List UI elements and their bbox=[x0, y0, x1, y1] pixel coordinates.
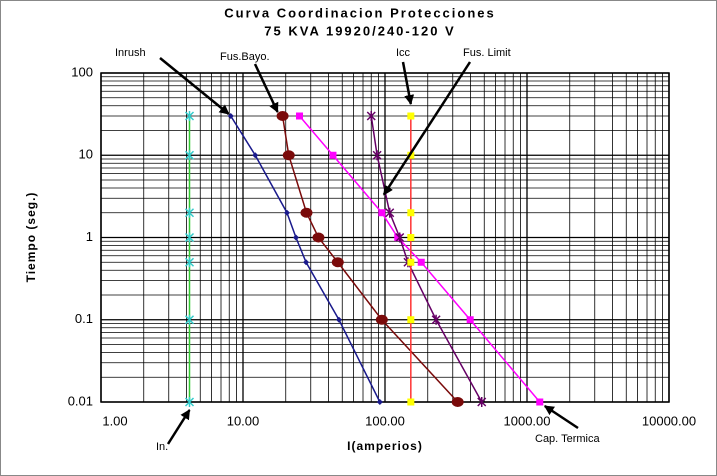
point bbox=[407, 112, 415, 120]
x-tick-label: 100.00 bbox=[365, 413, 405, 428]
point bbox=[375, 314, 388, 325]
point bbox=[276, 111, 289, 122]
annotation-arrow bbox=[159, 57, 230, 115]
chart-title: Curva Coordinacion Protecciones bbox=[224, 5, 496, 20]
point bbox=[394, 234, 402, 241]
point bbox=[407, 316, 415, 324]
plot-border bbox=[100, 72, 670, 403]
y-tick-label: 100 bbox=[71, 64, 93, 79]
point bbox=[184, 207, 195, 218]
point bbox=[385, 207, 395, 218]
point bbox=[184, 257, 195, 268]
annotation-arrow bbox=[166, 409, 191, 445]
point bbox=[376, 399, 383, 405]
point bbox=[378, 209, 386, 217]
annotation-arrow bbox=[543, 404, 579, 430]
point bbox=[331, 257, 344, 268]
point bbox=[184, 314, 195, 325]
point bbox=[417, 258, 425, 266]
point bbox=[329, 151, 337, 159]
point bbox=[292, 234, 299, 241]
point bbox=[451, 397, 464, 407]
point bbox=[477, 397, 487, 407]
annotation: In. bbox=[156, 441, 168, 453]
point bbox=[296, 112, 304, 120]
annotation-arrow bbox=[253, 63, 279, 113]
point bbox=[184, 232, 195, 243]
point bbox=[536, 398, 544, 406]
y-tick-label: 0.01 bbox=[68, 393, 93, 408]
point bbox=[184, 111, 195, 122]
annotation-arrow bbox=[382, 61, 472, 196]
point bbox=[252, 152, 259, 159]
point bbox=[312, 232, 325, 243]
annotation: Icc bbox=[396, 47, 411, 59]
y-tick-label: 10 bbox=[79, 147, 93, 162]
annotation-arrow bbox=[401, 61, 415, 105]
point bbox=[431, 314, 441, 325]
point bbox=[335, 316, 342, 323]
annotation: Fus.Bayo. bbox=[220, 51, 270, 63]
chart-subtitle: 75 KVA 19920/240-120 V bbox=[264, 23, 455, 38]
point bbox=[282, 150, 295, 161]
point bbox=[184, 150, 195, 161]
y-tick-label: 1 bbox=[86, 229, 93, 244]
annotation: Fus. Limit bbox=[463, 47, 511, 59]
point bbox=[407, 209, 415, 217]
point bbox=[372, 150, 382, 161]
x-tick-label: 1.00 bbox=[102, 413, 127, 428]
annotation: Cap. Termica bbox=[535, 433, 600, 445]
point bbox=[395, 232, 405, 243]
point bbox=[466, 316, 474, 324]
annotation: Inrush bbox=[115, 47, 146, 59]
point bbox=[366, 111, 376, 122]
y-tick-label: 0.1 bbox=[75, 311, 93, 326]
x-axis-label: I(amperios) bbox=[347, 439, 423, 453]
point bbox=[283, 209, 290, 216]
x-tick-label: 1000.00 bbox=[504, 413, 551, 428]
y-axis-label: Tiempo (seg.) bbox=[24, 192, 38, 283]
point bbox=[303, 259, 310, 266]
x-tick-label: 10000.00 bbox=[642, 413, 696, 428]
point bbox=[300, 207, 313, 218]
point bbox=[184, 397, 195, 407]
point bbox=[407, 258, 415, 266]
point bbox=[407, 234, 415, 241]
point bbox=[407, 398, 415, 406]
x-tick-label: 10.00 bbox=[227, 413, 260, 428]
